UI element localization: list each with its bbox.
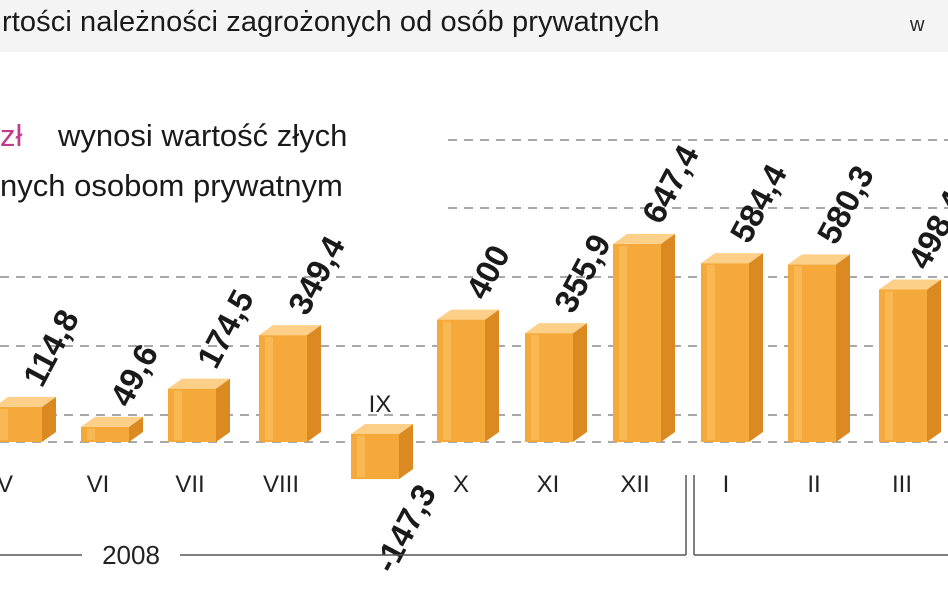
bar-highlight	[885, 291, 893, 440]
bar-top	[879, 279, 941, 290]
bar	[168, 378, 230, 442]
bar	[0, 396, 56, 442]
bar-top	[788, 254, 850, 265]
bar-highlight	[265, 337, 273, 440]
chart-title-tail: w	[910, 14, 925, 36]
bar-side	[307, 325, 321, 442]
bar-top	[0, 396, 56, 407]
bar-top	[351, 424, 413, 434]
bar-highlight	[443, 321, 451, 440]
subtitle-line-1: wynosi wartość złych	[58, 118, 348, 153]
bar-highlight	[619, 245, 627, 440]
bar-top	[525, 323, 587, 334]
bar-highlight	[794, 266, 802, 440]
bar-side	[749, 253, 763, 442]
subtitle-unit: zł	[0, 118, 23, 153]
bar-highlight	[531, 335, 539, 440]
bar-side	[216, 378, 230, 442]
bar-side	[927, 279, 941, 442]
bar	[81, 416, 143, 442]
chart-title-bar: rtości należności zagrożonych od osób pr…	[0, 0, 948, 52]
bar-side	[129, 416, 143, 442]
bar-side	[661, 233, 675, 442]
bar-side	[485, 309, 499, 442]
subtitle-box: zł wynosi wartość złych nych osobom pryw…	[0, 100, 448, 217]
bar-side	[836, 254, 850, 442]
category-label: V	[0, 471, 13, 498]
category-label: III	[892, 471, 912, 498]
category-label: XI	[537, 471, 560, 498]
bar-highlight	[174, 390, 182, 440]
bar-side	[42, 396, 56, 442]
chart-title: rtości należności zagrożonych od osób pr…	[2, 6, 660, 38]
value-label: 114,8	[16, 303, 87, 392]
subtitle-line-2: nych osobom prywatnym	[0, 168, 343, 203]
bar-top	[259, 325, 321, 336]
bar-top	[613, 233, 675, 244]
year-label: 2008	[102, 540, 160, 570]
bar	[259, 325, 321, 442]
bar	[351, 424, 413, 480]
value-label: 349,4	[281, 230, 353, 321]
category-label: X	[453, 471, 469, 498]
bar	[437, 309, 499, 442]
value-label: 498,4	[901, 184, 948, 275]
value-label: 49,6	[103, 338, 166, 412]
value-label: 174,5	[190, 284, 261, 374]
bar-highlight	[357, 436, 365, 478]
category-label: XII	[620, 471, 649, 498]
category-label: VIII	[263, 471, 299, 498]
bar-highlight	[707, 265, 715, 440]
category-label: IX	[369, 391, 392, 418]
value-label: -147,3	[367, 478, 444, 578]
bar	[788, 254, 850, 442]
bar	[525, 323, 587, 442]
category-label: II	[807, 471, 820, 498]
bar-top	[437, 309, 499, 320]
value-label: 355,9	[547, 228, 618, 318]
bar-top	[701, 253, 763, 264]
bar	[701, 253, 763, 442]
value-label: 580,3	[810, 159, 881, 249]
bar-side	[573, 323, 587, 442]
bar-top	[168, 378, 230, 389]
value-label: 584,4	[723, 158, 795, 249]
bar-side	[399, 424, 413, 480]
bar-top	[81, 416, 143, 427]
value-label: 400	[459, 239, 518, 305]
category-label: VI	[87, 471, 110, 498]
bar-highlight	[87, 428, 95, 440]
value-label: 647,4	[635, 138, 707, 229]
bar	[613, 233, 675, 442]
bar	[879, 279, 941, 442]
category-label: I	[723, 471, 730, 498]
bar-highlight	[0, 408, 8, 440]
category-label: VII	[175, 471, 204, 498]
